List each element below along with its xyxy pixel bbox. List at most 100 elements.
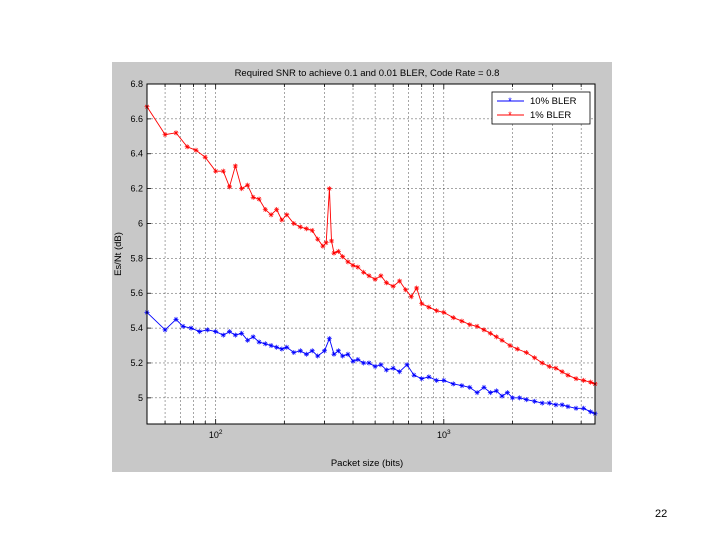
data-point	[262, 207, 268, 213]
data-point	[309, 348, 315, 354]
data-point	[355, 356, 361, 362]
data-point	[546, 400, 552, 406]
data-point	[559, 369, 565, 375]
data-point	[340, 254, 346, 260]
data-point	[539, 400, 545, 406]
data-point	[326, 336, 332, 342]
data-point	[450, 315, 456, 321]
legend-box	[491, 91, 591, 125]
legend: * 10% BLER * 1% BLER	[491, 91, 591, 125]
series-layer	[144, 104, 598, 417]
data-point	[499, 337, 505, 343]
y-tick-label: 6.2	[130, 184, 143, 194]
data-point	[284, 212, 290, 218]
data-point	[487, 390, 493, 396]
data-point	[397, 369, 403, 375]
data-point	[499, 393, 505, 399]
data-point	[481, 327, 487, 333]
data-point	[297, 348, 303, 354]
data-point	[279, 346, 285, 352]
data-point	[419, 376, 425, 382]
data-point	[565, 404, 571, 410]
data-point	[361, 269, 367, 275]
data-point	[581, 405, 587, 411]
legend-label-1pct: 1% BLER	[530, 110, 571, 121]
data-point	[220, 168, 226, 174]
slide-number: 22	[655, 508, 668, 520]
data-point	[232, 163, 238, 169]
chart-title: Required SNR to achieve 0.1 and 0.01 BLE…	[235, 68, 500, 79]
data-point	[509, 395, 515, 401]
data-point	[474, 323, 480, 329]
data-point	[345, 259, 351, 265]
data-point	[411, 372, 417, 378]
y-tick-label: 6.6	[130, 114, 143, 124]
data-point	[383, 367, 389, 373]
plot-area	[147, 84, 595, 424]
data-point	[366, 273, 372, 279]
data-point	[274, 344, 280, 350]
data-point	[539, 360, 545, 366]
data-point	[322, 348, 328, 354]
data-point	[459, 318, 465, 324]
axis-ticks: 6.8 6.6 6.4 6.2 6 5.8 5.6 5.4 5.2 5 102 103	[130, 79, 582, 440]
data-point	[474, 390, 480, 396]
data-point	[441, 309, 447, 315]
data-point	[213, 168, 219, 174]
data-point	[467, 384, 473, 390]
data-point	[315, 236, 321, 242]
data-point	[441, 377, 447, 383]
data-point	[250, 194, 256, 200]
y-tick-label: 5.8	[130, 253, 143, 263]
data-point	[581, 377, 587, 383]
y-axis-label: Es/Nt (dB)	[113, 232, 124, 276]
data-point	[559, 402, 565, 408]
data-point	[573, 405, 579, 411]
y-tick-label: 6	[138, 218, 143, 228]
data-point	[291, 220, 297, 226]
y-tick-label: 5.2	[130, 358, 143, 368]
data-point	[213, 329, 219, 335]
data-point	[426, 304, 432, 310]
data-point	[350, 262, 356, 268]
data-point	[262, 341, 268, 347]
data-point	[532, 398, 538, 404]
data-point	[220, 332, 226, 338]
data-point	[366, 360, 372, 366]
data-point	[434, 308, 440, 314]
data-point	[383, 280, 389, 286]
data-point	[303, 226, 309, 232]
data-point	[303, 351, 309, 357]
data-point	[504, 390, 510, 396]
data-point	[573, 376, 579, 382]
y-tick-label: 6.4	[130, 149, 143, 159]
x-tick-label: 103	[437, 429, 451, 440]
data-point	[426, 374, 432, 380]
data-point	[245, 182, 251, 188]
data-point	[553, 365, 559, 371]
data-point	[291, 350, 297, 356]
data-point	[565, 372, 571, 378]
x-axis-label: Packet size (bits)	[331, 458, 403, 469]
data-point	[173, 316, 179, 322]
data-point	[493, 388, 499, 394]
data-point	[419, 301, 425, 307]
data-point	[345, 351, 351, 357]
data-point	[523, 350, 529, 356]
data-point	[162, 132, 168, 138]
data-point	[553, 402, 559, 408]
data-point	[202, 154, 208, 160]
x-tick-label: 102	[209, 429, 223, 440]
chart-svg: 6.8 6.6 6.4 6.2 6 5.8 5.6 5.4 5.2 5 102 103 Require…	[113, 68, 598, 469]
data-point	[514, 346, 520, 352]
data-point	[227, 329, 233, 335]
plot-border	[146, 83, 596, 425]
data-point	[355, 264, 361, 270]
data-point	[532, 355, 538, 361]
data-point	[523, 397, 529, 403]
data-point	[274, 207, 280, 213]
data-point	[184, 144, 190, 150]
data-point	[507, 343, 513, 349]
data-point	[315, 353, 321, 359]
data-point	[397, 278, 403, 284]
